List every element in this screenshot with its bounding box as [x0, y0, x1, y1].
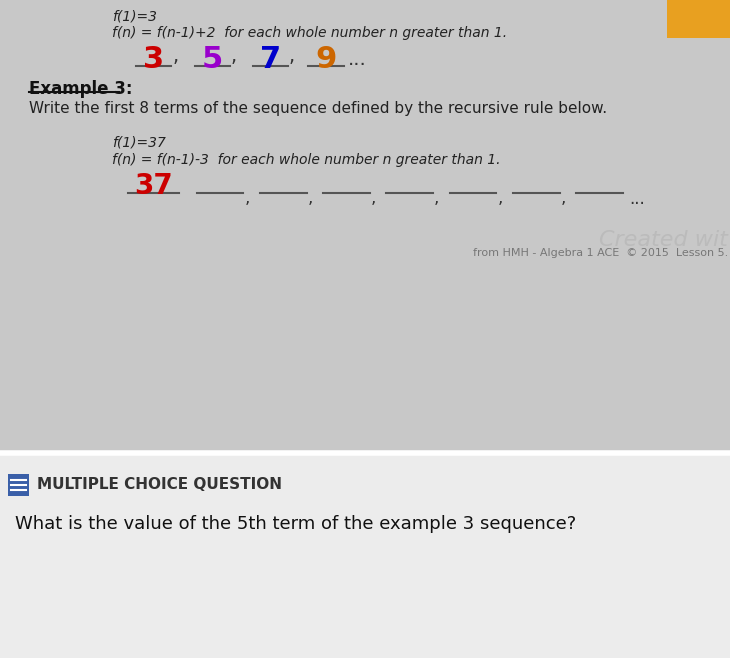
Text: ,: ,: [497, 189, 502, 207]
Text: 7: 7: [260, 45, 281, 74]
Text: f(1)=37: f(1)=37: [112, 136, 166, 150]
Bar: [8, 474, 29, 496]
Text: Created wit: Created wit: [599, 230, 728, 250]
Text: 3: 3: [143, 45, 164, 74]
Text: ,: ,: [244, 189, 250, 207]
Text: ,: ,: [172, 47, 178, 66]
Text: Example 3:: Example 3:: [29, 80, 133, 98]
Bar: [0, 453, 730, 658]
Bar: [0, 0, 730, 453]
Text: ,: ,: [434, 189, 439, 207]
Text: What is the value of the 5th term of the example 3 sequence?: What is the value of the 5th term of the…: [14, 515, 576, 533]
Text: from HMH - Algebra 1 ACE  © 2015  Lesson 5.: from HMH - Algebra 1 ACE © 2015 Lesson 5…: [472, 248, 728, 258]
Text: Write the first 8 terms of the sequence defined by the recursive rule below.: Write the first 8 terms of the sequence …: [29, 101, 608, 116]
Text: f(1)=3: f(1)=3: [112, 10, 157, 24]
Text: MULTIPLE CHOICE QUESTION: MULTIPLE CHOICE QUESTION: [37, 477, 282, 492]
Text: ...: ...: [347, 50, 366, 69]
Text: f(n) = f(n-1)-3  for each whole number n greater than 1.: f(n) = f(n-1)-3 for each whole number n …: [112, 153, 500, 167]
Text: ,: ,: [289, 47, 296, 66]
Text: ,: ,: [308, 189, 313, 207]
Text: 9: 9: [315, 45, 337, 74]
Text: ,: ,: [231, 47, 237, 66]
Text: 5: 5: [202, 45, 223, 74]
Text: ...: ...: [630, 190, 646, 208]
Bar: [667, 0, 730, 38]
Text: 37: 37: [134, 172, 173, 200]
Text: f(n) = f(n-1)+2  for each whole number n greater than 1.: f(n) = f(n-1)+2 for each whole number n …: [112, 26, 507, 40]
Text: ,: ,: [370, 189, 376, 207]
Text: ,: ,: [560, 189, 566, 207]
